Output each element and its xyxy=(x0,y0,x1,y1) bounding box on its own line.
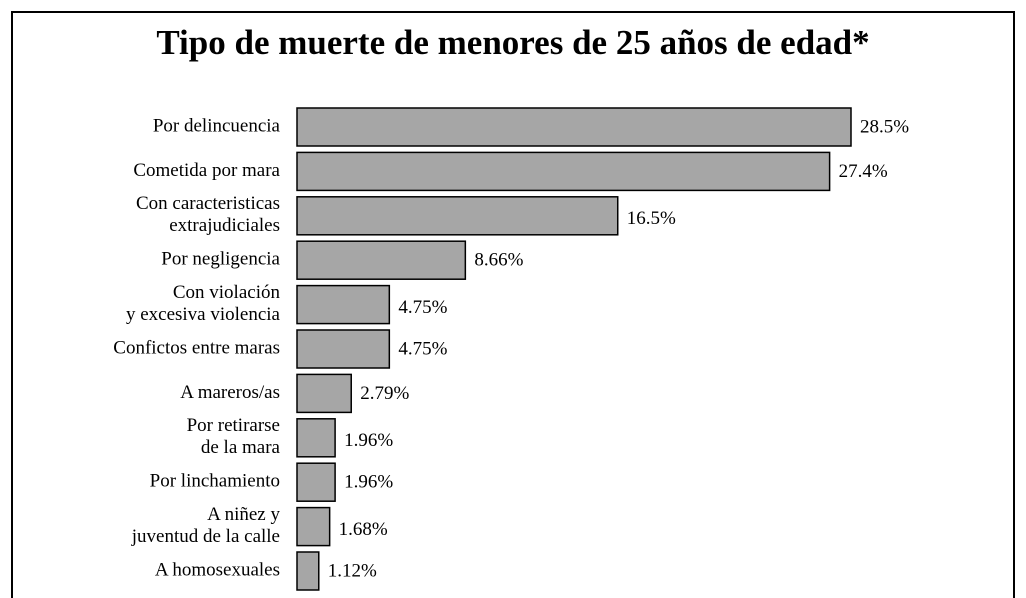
bar xyxy=(296,329,391,369)
value-label: 28.5% xyxy=(860,116,909,137)
value-label: 1.12% xyxy=(328,560,377,581)
value-label: 16.5% xyxy=(627,208,676,229)
y-tick-label: Por retirarse xyxy=(187,415,280,436)
chart-title: Tipo de muerte de menores de 25 años de … xyxy=(156,23,869,62)
y-tick-label: extrajudiciales xyxy=(169,215,280,236)
y-tick-label: y excesiva violencia xyxy=(126,304,281,325)
y-tick-label: Por delincuencia xyxy=(153,115,281,136)
y-tick-label: de la mara xyxy=(201,437,281,458)
bar xyxy=(296,151,831,192)
bar xyxy=(296,284,391,325)
value-label: 1.68% xyxy=(339,519,388,540)
y-tick-label: Cometida por mara xyxy=(133,160,280,181)
bar xyxy=(296,551,320,591)
value-label: 4.75% xyxy=(398,338,447,359)
y-tick-label: Por linchamiento xyxy=(150,471,280,492)
bar xyxy=(296,462,336,502)
y-tick-label: A niñez y xyxy=(207,504,280,525)
bar xyxy=(296,373,352,414)
y-tick-label: Con violación xyxy=(173,282,281,303)
value-label: 1.96% xyxy=(344,472,393,493)
bar xyxy=(296,240,467,280)
value-label: 4.75% xyxy=(398,297,447,318)
y-tick-label: juventud de la calle xyxy=(131,526,280,547)
value-label: 2.79% xyxy=(360,383,409,404)
bar xyxy=(296,506,331,547)
y-tick-label: Con caracteristicas xyxy=(136,193,280,214)
y-tick-label: Confictos entre maras xyxy=(113,337,280,358)
y-tick-label: A homosexuales xyxy=(155,559,280,580)
frame xyxy=(11,11,1015,598)
bar xyxy=(296,107,852,147)
bar xyxy=(296,196,619,236)
value-label: 8.66% xyxy=(474,250,523,271)
y-tick-label: Por negligencia xyxy=(161,249,280,270)
value-label: 27.4% xyxy=(839,161,888,182)
value-label: 1.96% xyxy=(344,430,393,451)
y-tick-label: A mareros/as xyxy=(180,382,280,403)
bar xyxy=(296,418,336,458)
